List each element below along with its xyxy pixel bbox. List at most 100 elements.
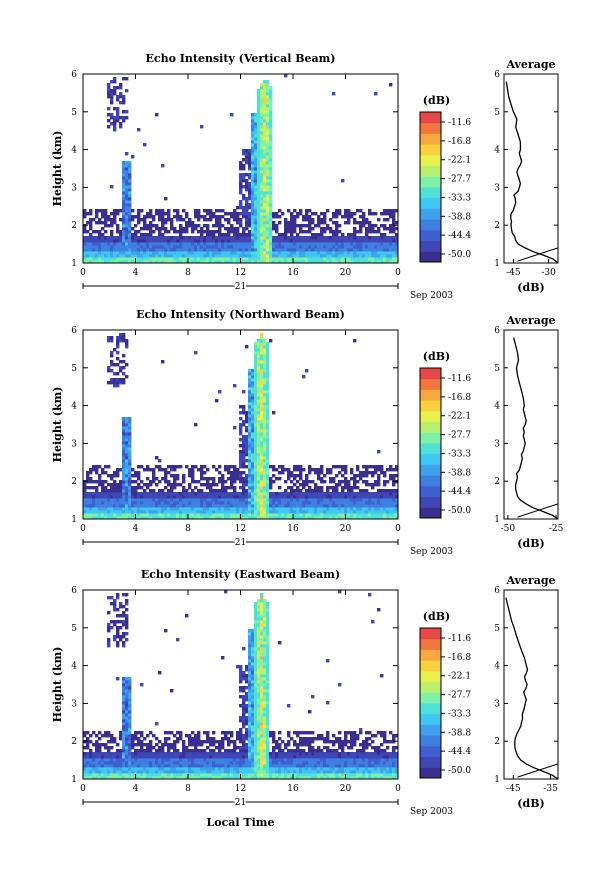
heatmap-cell: [395, 474, 399, 478]
heatmap-cell: [128, 746, 132, 750]
heatmap-cell: [125, 233, 129, 237]
colorbar-swatch: [420, 251, 441, 263]
heatmap-cell: [266, 453, 270, 457]
heatmap-cell: [113, 218, 117, 222]
heatmap-cell: [374, 224, 378, 228]
heatmap-cell: [206, 501, 210, 505]
heatmap-cell: [125, 468, 129, 472]
heatmap-cell: [224, 212, 228, 216]
heatmap-cell: [383, 492, 387, 496]
heatmap-cell: [122, 692, 126, 696]
heatmap-cell: [197, 215, 201, 219]
heatmap-cell: [146, 495, 150, 499]
heatmap-cell: [107, 336, 111, 340]
heatmap-cell: [278, 513, 282, 517]
heatmap-cell: [161, 236, 165, 240]
heatmap-cell: [107, 755, 111, 759]
heatmap-cell: [350, 492, 354, 496]
heatmap-cell: [110, 474, 114, 478]
heatmap-cell: [182, 746, 186, 750]
heatmap-cell: [137, 128, 141, 132]
heatmap-cell: [179, 734, 183, 738]
heatmap-cell: [236, 230, 240, 234]
heatmap-cell: [380, 242, 384, 246]
heatmap-cell: [170, 474, 174, 478]
heatmap-cell: [257, 513, 261, 517]
heatmap-cell: [308, 486, 312, 490]
heatmap-cell: [131, 215, 135, 219]
heatmap-cell: [206, 230, 210, 234]
heatmap-cell: [164, 492, 168, 496]
heatmap-cell: [191, 749, 195, 753]
colorbar-tick-label: -27.7: [448, 175, 471, 185]
heatmap-cell: [101, 734, 105, 738]
heatmap-cell: [116, 86, 120, 90]
heatmap-cell: [122, 719, 126, 723]
heatmap-cell: [116, 224, 120, 228]
heatmap-cell: [254, 408, 258, 412]
heatmap-cell: [122, 227, 126, 231]
heatmap-cell: [218, 513, 222, 517]
heatmap-cell: [254, 149, 258, 153]
heatmap-cell: [104, 743, 108, 747]
heatmap-cell: [269, 498, 273, 502]
heatmap-cell: [248, 173, 252, 177]
heatmap-cell: [263, 185, 267, 189]
heatmap-cell: [389, 498, 393, 502]
colorbar-tick-label: -16.8: [448, 137, 471, 147]
heatmap-cell: [140, 480, 144, 484]
heatmap-cell: [329, 471, 333, 475]
heatmap-cell: [230, 483, 234, 487]
heatmap-cell: [143, 492, 147, 496]
heatmap-cell: [212, 212, 216, 216]
heatmap-cell: [278, 209, 282, 213]
y-tick-label: 4: [71, 402, 77, 412]
heatmap-cell: [140, 764, 144, 768]
heatmap-cell: [119, 339, 123, 343]
heatmap-cell: [146, 236, 150, 240]
heatmap-cell: [242, 459, 246, 463]
heatmap-cell: [284, 260, 288, 264]
heatmap-cell: [263, 516, 267, 520]
colorbar-swatch: [420, 378, 441, 390]
heatmap-cell: [188, 737, 192, 741]
heatmap-cell: [317, 510, 321, 514]
heatmap-cell: [182, 480, 186, 484]
heatmap-cell: [149, 755, 153, 759]
heatmap-cell: [272, 492, 276, 496]
heatmap-cell: [119, 125, 123, 129]
heatmap-cell: [212, 242, 216, 246]
heatmap-cell: [350, 239, 354, 243]
heatmap-cell: [308, 227, 312, 231]
heatmap-cell: [374, 254, 378, 258]
heatmap-cell: [269, 176, 273, 180]
heatmap-cell: [395, 504, 399, 508]
heatmap-cell: [194, 770, 198, 774]
heatmap-cell: [275, 468, 279, 472]
heatmap-cell: [365, 468, 369, 472]
heatmap-cell: [239, 749, 243, 753]
heatmap-cell: [254, 242, 258, 246]
heatmap-cell: [395, 248, 399, 252]
heatmap-cell: [266, 110, 270, 114]
heatmap-cell: [326, 489, 330, 493]
heatmap-cell: [104, 504, 108, 508]
heatmap-cell: [269, 146, 273, 150]
heatmap-cell: [170, 254, 174, 258]
heatmap-cell: [257, 450, 261, 454]
heatmap-cell: [125, 89, 129, 93]
heatmap-cell: [194, 758, 198, 762]
heatmap-cell: [194, 743, 198, 747]
heatmap-cell: [122, 680, 126, 684]
heatmap-cell: [179, 761, 183, 765]
colorbar-tick-label: -11.6: [448, 374, 471, 384]
heatmap-cell: [353, 251, 357, 255]
heatmap-cell: [158, 755, 162, 759]
heatmap-cell: [242, 752, 246, 756]
heatmap-cell: [290, 227, 294, 231]
heatmap-cell: [137, 248, 141, 252]
heatmap-cell: [128, 731, 132, 735]
heatmap-cell: [152, 477, 156, 481]
heatmap-cell: [122, 98, 126, 102]
heatmap-cell: [167, 209, 171, 213]
